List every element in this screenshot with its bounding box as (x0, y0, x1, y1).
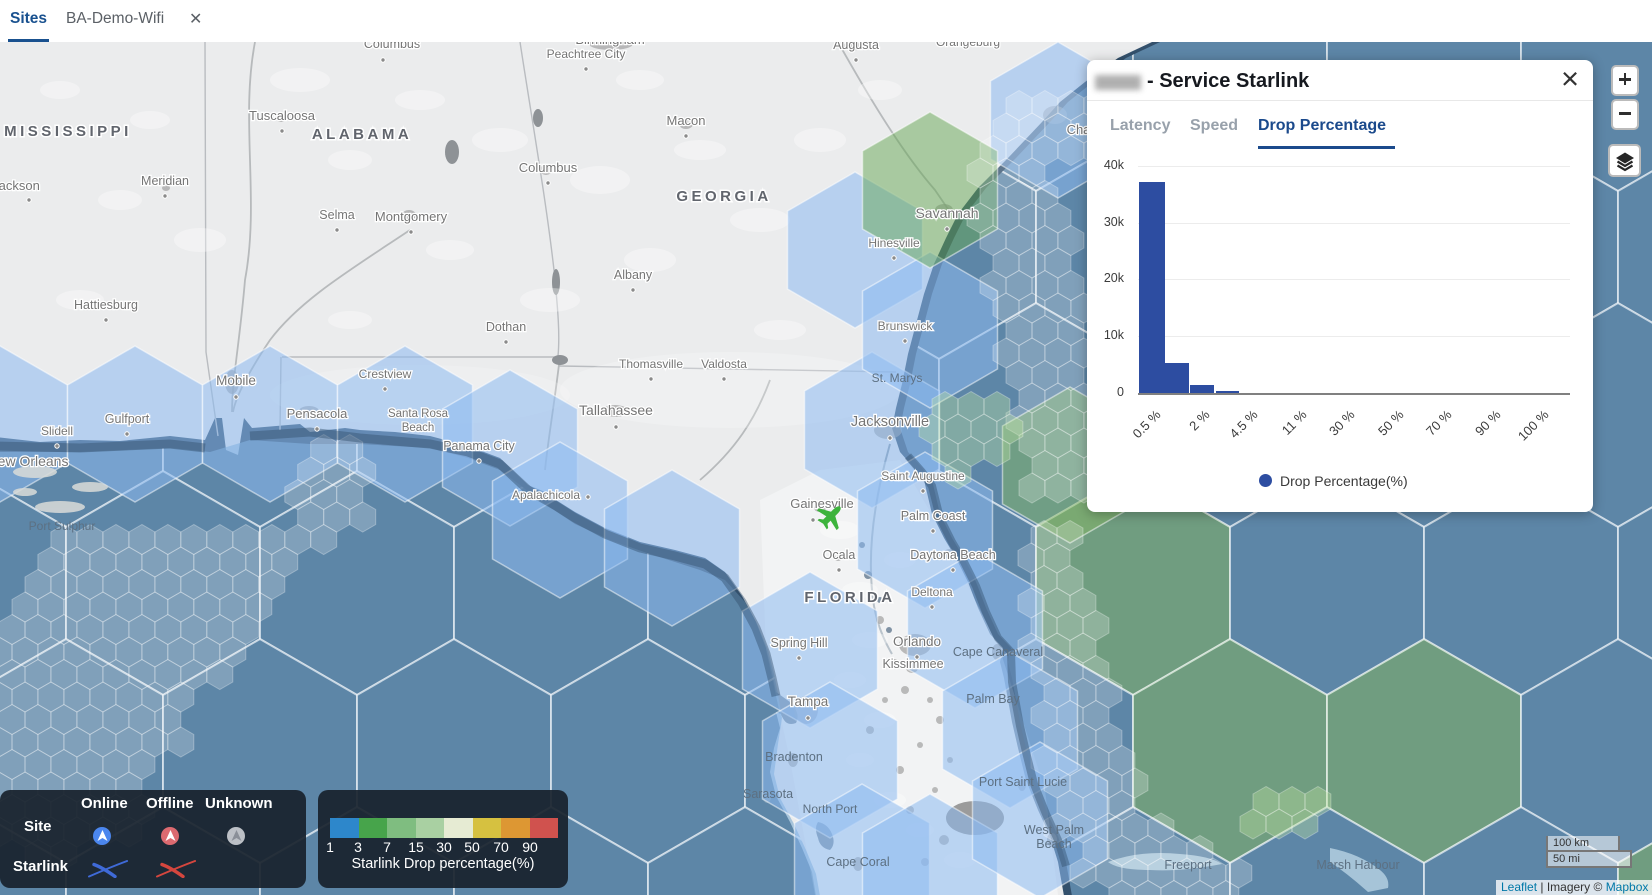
svg-text:FLORIDA: FLORIDA (804, 589, 895, 606)
svg-text:Peachtree City: Peachtree City (547, 47, 626, 61)
svg-text:Birmingham: Birmingham (575, 42, 644, 47)
svg-text:GEORGIA: GEORGIA (676, 188, 771, 205)
svg-text:Thomasville: Thomasville (619, 357, 683, 371)
svg-text:Charleston: Charleston (1067, 122, 1130, 137)
svg-text:Dothan: Dothan (486, 320, 526, 334)
svg-text:Kissimmee: Kissimmee (882, 657, 943, 671)
svg-text:Augusta: Augusta (833, 42, 879, 52)
svg-text:Beach: Beach (1036, 837, 1071, 851)
svg-text:Mobile: Mobile (216, 373, 256, 388)
svg-text:Orangeburg: Orangeburg (936, 42, 1000, 49)
svg-text:Hinesville: Hinesville (868, 236, 920, 250)
svg-text:Saint Augustine: Saint Augustine (881, 469, 965, 483)
svg-text:Tallahassee: Tallahassee (579, 402, 653, 418)
svg-text:Freeport: Freeport (1164, 858, 1212, 872)
svg-text:Jacksonville: Jacksonville (851, 414, 929, 430)
svg-text:West Palm: West Palm (1024, 823, 1084, 837)
svg-text:Valdosta: Valdosta (701, 357, 747, 371)
svg-text:Selma: Selma (319, 208, 354, 222)
svg-text:Montgomery: Montgomery (375, 209, 448, 224)
svg-text:New Orleans: New Orleans (0, 453, 68, 469)
svg-text:ALABAMA: ALABAMA (312, 126, 412, 143)
svg-text:Daytona Beach: Daytona Beach (910, 548, 996, 562)
svg-text:Deltona: Deltona (911, 585, 953, 599)
svg-text:Columbus: Columbus (364, 42, 420, 51)
svg-text:Panama City: Panama City (443, 439, 515, 453)
svg-text:Meridian: Meridian (141, 174, 189, 188)
svg-text:Marsh Harbour: Marsh Harbour (1316, 858, 1399, 872)
svg-text:Tampa: Tampa (788, 694, 829, 709)
svg-text:Savannah: Savannah (915, 205, 978, 221)
svg-text:Beach: Beach (402, 422, 435, 434)
svg-text:Port Sulphur: Port Sulphur (29, 519, 96, 533)
svg-text:Palm Bay: Palm Bay (966, 692, 1020, 706)
svg-text:Cape Coral: Cape Coral (826, 855, 889, 869)
svg-text:Spring Hill: Spring Hill (771, 636, 828, 650)
svg-text:Crestview: Crestview (359, 367, 412, 381)
svg-text:Bradenton: Bradenton (765, 750, 823, 764)
svg-text:Orlando: Orlando (893, 634, 941, 649)
svg-text:Macon: Macon (666, 113, 705, 128)
svg-text:North Port: North Port (803, 802, 858, 816)
svg-text:Pensacola: Pensacola (287, 406, 348, 421)
svg-text:Palm Coast: Palm Coast (901, 509, 966, 523)
svg-text:Apalachicola: Apalachicola (512, 488, 580, 502)
svg-text:Cape Canaveral: Cape Canaveral (953, 645, 1043, 659)
svg-text:Brunswick: Brunswick (878, 319, 934, 333)
svg-text:Hattiesburg: Hattiesburg (74, 298, 138, 312)
svg-text:Albany: Albany (614, 268, 653, 282)
svg-text:Gainesville: Gainesville (790, 496, 854, 511)
svg-text:Gulfport: Gulfport (105, 412, 150, 426)
svg-text:Sarasota: Sarasota (743, 787, 793, 801)
svg-text:Jackson: Jackson (0, 178, 40, 193)
svg-text:Ocala: Ocala (823, 548, 856, 562)
svg-text:St. Marys: St. Marys (872, 371, 923, 385)
svg-text:Slidell: Slidell (41, 424, 73, 438)
svg-text:Tuscaloosa: Tuscaloosa (249, 108, 316, 123)
svg-text:MISSISSIPPI: MISSISSIPPI (4, 123, 132, 140)
svg-text:Santa Rosa: Santa Rosa (388, 408, 449, 420)
svg-text:Port Saint Lucie: Port Saint Lucie (979, 775, 1067, 789)
svg-text:Columbus: Columbus (519, 160, 578, 175)
